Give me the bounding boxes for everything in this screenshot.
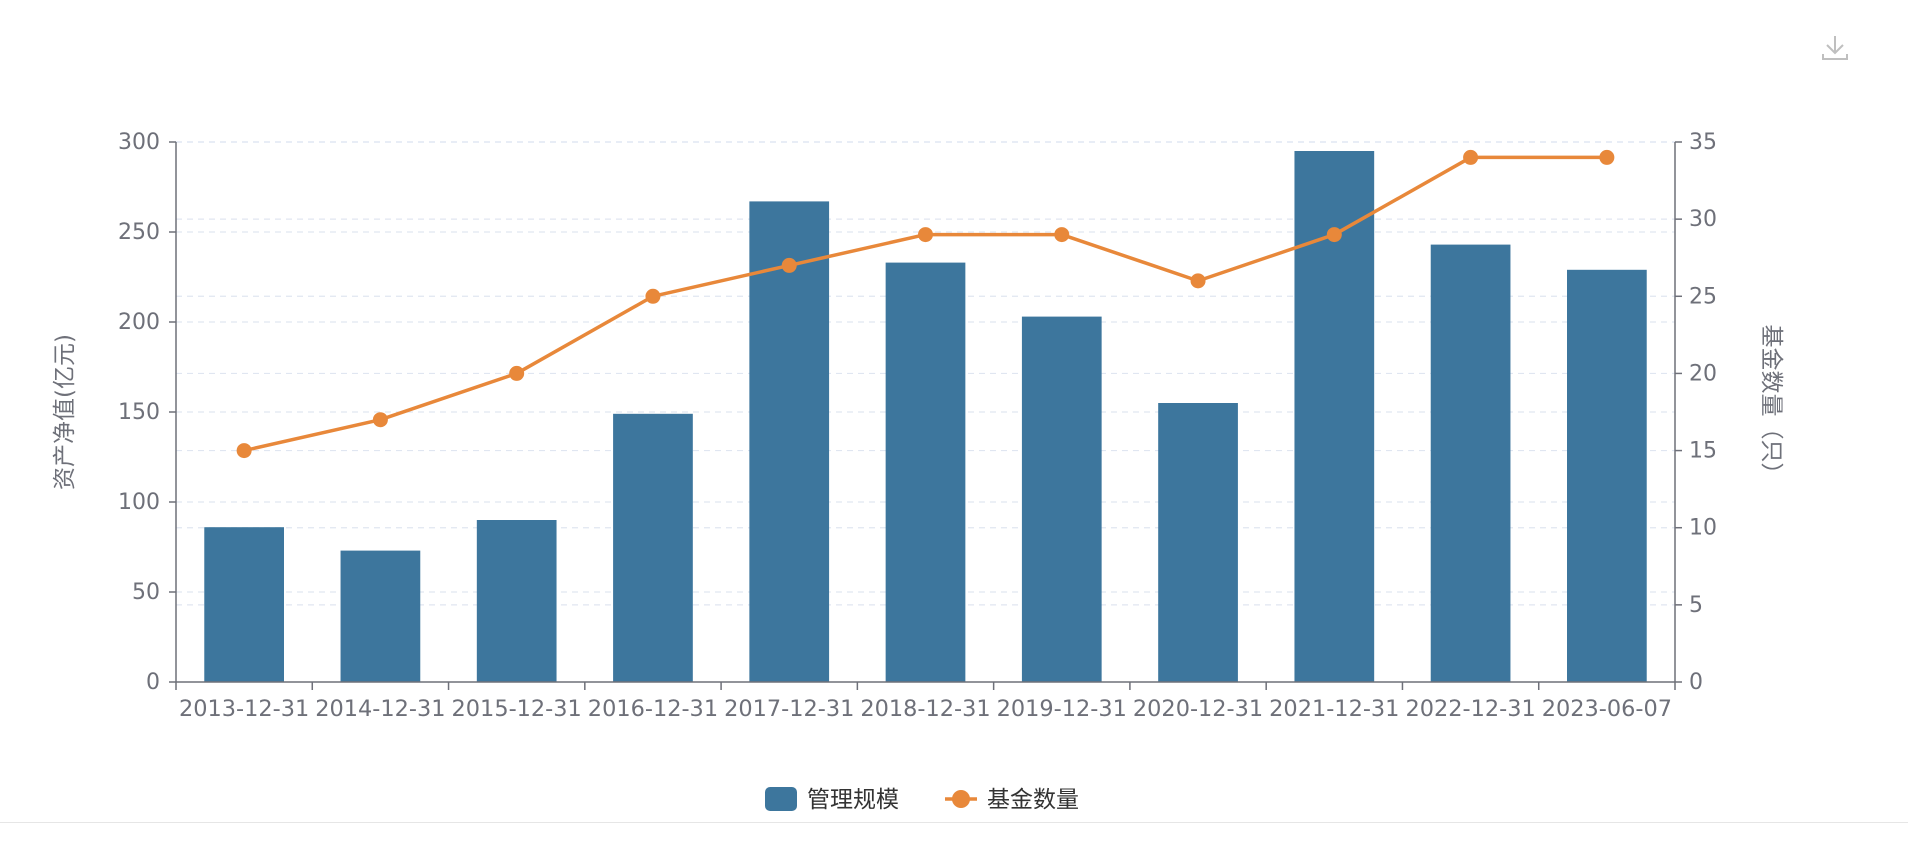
bar-2015-12-31	[476, 520, 557, 682]
bar-2014-12-31	[340, 550, 421, 682]
left-tick-label: 150	[118, 400, 160, 425]
left-tick-label: 200	[118, 310, 160, 335]
right-tick-label: 15	[1689, 439, 1717, 464]
line-point-2020-12-31	[1190, 273, 1206, 289]
x-tick-label: 2022-12-31	[1405, 697, 1535, 722]
right-tick-label: 20	[1689, 361, 1717, 386]
left-axis-title: 资产净值(亿元)	[52, 334, 78, 490]
line-point-2014-12-31	[372, 412, 388, 428]
line-point-2018-12-31	[918, 227, 933, 243]
bar-2013-12-31	[204, 527, 284, 682]
line-point-2013-12-31	[236, 443, 252, 459]
line-point-2019-12-31	[1054, 227, 1070, 243]
legend-label-bar: 管理规模	[807, 787, 899, 813]
left-tick-label: 0	[146, 670, 160, 695]
bar-2019-12-31	[1021, 316, 1102, 682]
bar-2022-12-31	[1430, 244, 1511, 682]
line-point-2022-12-31	[1463, 149, 1479, 165]
right-tick-label: 0	[1689, 670, 1703, 695]
left-tick-label: 250	[118, 220, 160, 245]
x-tick-label: 2017-12-31	[724, 697, 854, 722]
left-tick-label: 100	[118, 490, 160, 515]
bar-2018-12-31	[885, 262, 966, 682]
bar-2017-12-31	[749, 201, 830, 682]
x-tick-label: 2014-12-31	[315, 697, 445, 722]
bar-2016-12-31	[613, 413, 693, 682]
x-tick-label: 2018-12-31	[860, 697, 990, 722]
left-tick-label: 300	[118, 130, 160, 155]
bar-2020-12-31	[1158, 403, 1238, 682]
x-tick-label: 2020-12-31	[1133, 697, 1263, 722]
legend-swatch-bar	[765, 787, 797, 811]
right-tick-label: 35	[1689, 130, 1717, 155]
x-tick-label: 2021-12-31	[1269, 697, 1399, 722]
line-point-2017-12-31	[781, 257, 797, 273]
legend-label-line: 基金数量	[987, 787, 1079, 813]
line-point-2016-12-31	[645, 288, 661, 304]
right-tick-label: 30	[1689, 207, 1717, 232]
x-tick-label: 2016-12-31	[588, 697, 718, 722]
line-point-2015-12-31	[509, 365, 525, 381]
x-tick-label: 2019-12-31	[997, 697, 1127, 722]
left-tick-label: 50	[132, 580, 160, 605]
line-point-2021-12-31	[1326, 227, 1342, 243]
x-tick-label: 2013-12-31	[179, 697, 309, 722]
right-tick-label: 25	[1689, 284, 1717, 309]
download-icon	[1822, 36, 1848, 60]
download-button[interactable]	[1818, 30, 1852, 64]
x-tick-label: 2023-06-07	[1542, 697, 1672, 722]
x-tick-label: 2015-12-31	[452, 697, 582, 722]
line-point-2023-06-07	[1599, 149, 1615, 165]
bottom-divider	[0, 822, 1908, 823]
right-axis-title: 基金数量（只）	[1758, 325, 1784, 486]
legend-swatch-point	[952, 790, 970, 808]
right-tick-label: 10	[1689, 516, 1717, 541]
right-tick-label: 5	[1689, 593, 1703, 618]
bar-2023-06-07	[1567, 269, 1647, 682]
